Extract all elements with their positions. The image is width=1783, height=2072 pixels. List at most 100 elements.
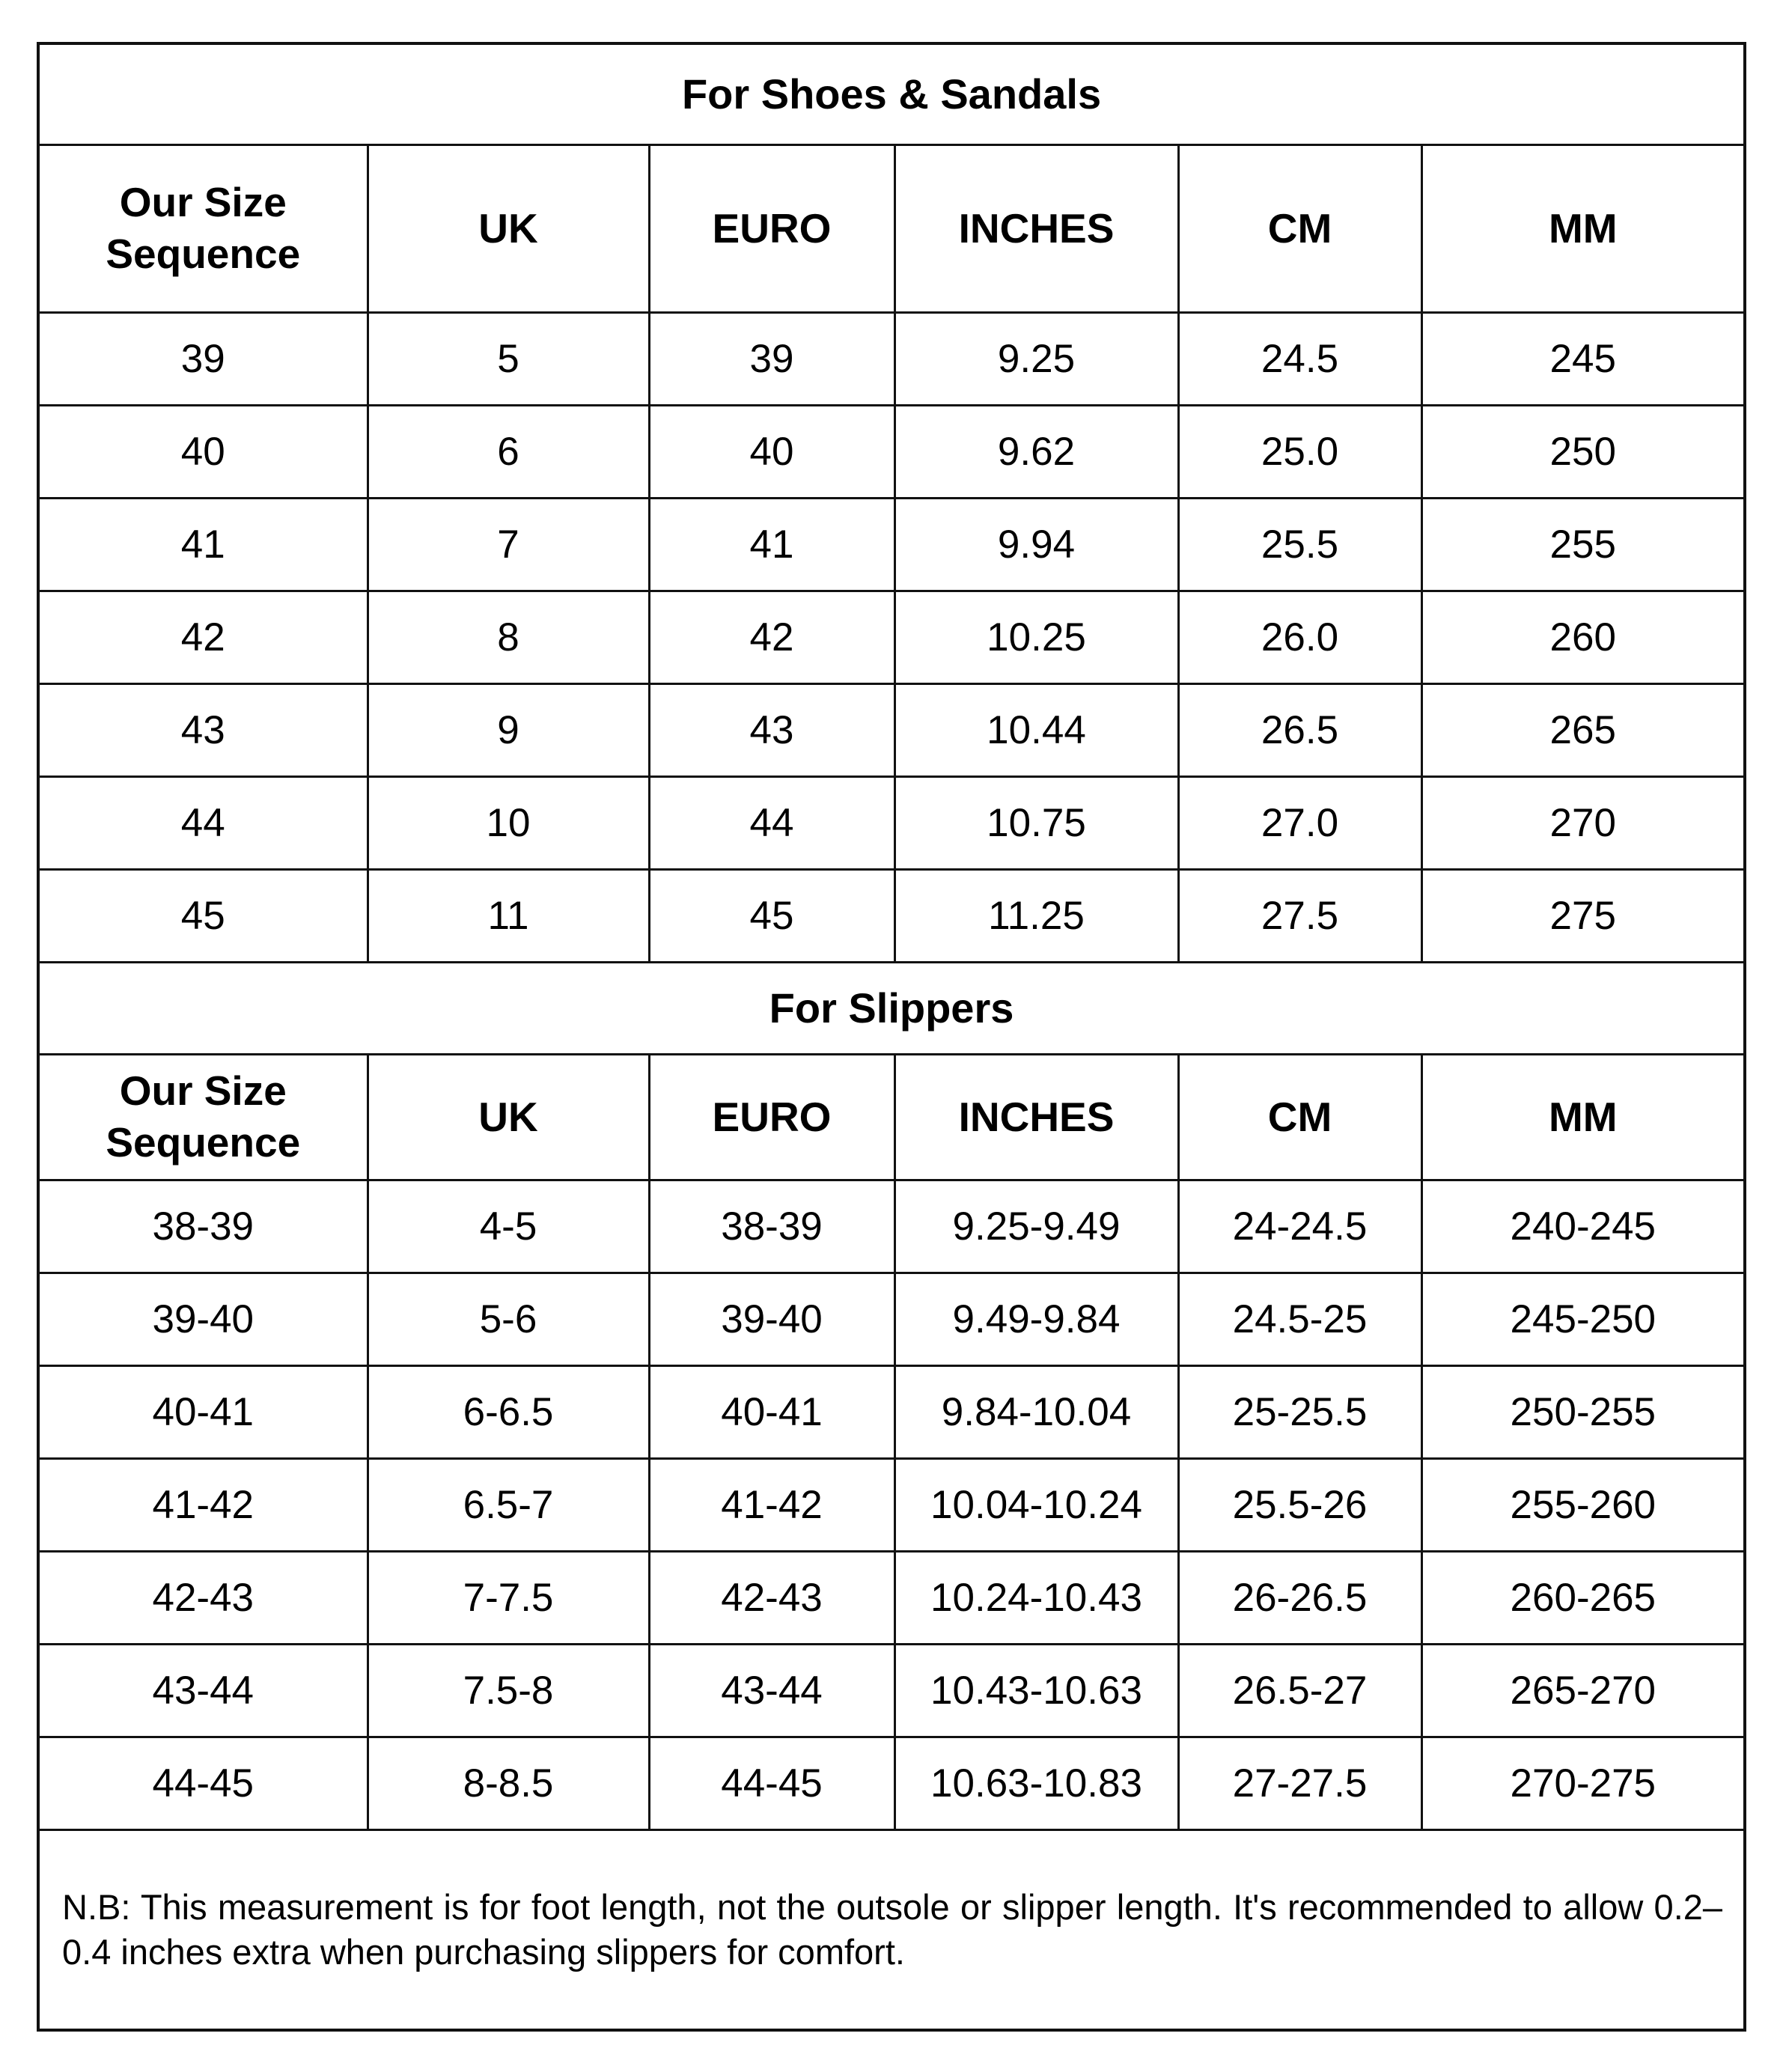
table-cell: 26.5-27 [1177, 1642, 1423, 1738]
table-cell: 10.43-10.63 [893, 1642, 1180, 1738]
table-cell: 4-5 [366, 1178, 650, 1274]
table-cell: 8 [366, 589, 650, 685]
table-cell: 9.84-10.04 [893, 1364, 1180, 1460]
table-cell: 10.63-10.83 [893, 1735, 1180, 1831]
table-cell: 9.25 [893, 311, 1180, 406]
table-cell: 270 [1420, 775, 1746, 871]
column-header: CM [1177, 143, 1423, 314]
table-cell: 43 [647, 682, 896, 778]
table-cell: 44-45 [37, 1735, 369, 1831]
table-cell: 9.94 [893, 496, 1180, 592]
table-row: 43 9 43 10.44 26.5 265 [37, 682, 1746, 778]
table-cell: 40-41 [647, 1364, 896, 1460]
table-row: 42 8 42 10.25 26.0 260 [37, 589, 1746, 685]
table-cell: 41 [37, 496, 369, 592]
table-cell: 25.5 [1177, 496, 1423, 592]
table-cell: 10.24-10.43 [893, 1550, 1180, 1645]
table-row: 42-43 7-7.5 42-43 10.24-10.43 26-26.5 260-265 [37, 1550, 1746, 1645]
table-cell: 6.5-7 [366, 1457, 650, 1553]
table-cell: 11.25 [893, 868, 1180, 963]
table-cell: 9.49-9.84 [893, 1271, 1180, 1367]
table-cell: 41-42 [647, 1457, 896, 1553]
table-cell: 10 [366, 775, 650, 871]
table-cell: 5-6 [366, 1271, 650, 1367]
table-cell: 10.75 [893, 775, 1180, 871]
table-cell: 10.44 [893, 682, 1180, 778]
column-header: Our Size Sequence [37, 143, 369, 314]
table-cell: 255-260 [1420, 1457, 1746, 1553]
table-cell: 44 [37, 775, 369, 871]
table-cell: 9.25-9.49 [893, 1178, 1180, 1274]
table-cell: 10.04-10.24 [893, 1457, 1180, 1553]
table-row: 39-40 5-6 39-40 9.49-9.84 24.5-25 245-250 [37, 1271, 1746, 1367]
table-cell: 26-26.5 [1177, 1550, 1423, 1645]
table-cell: 25-25.5 [1177, 1364, 1423, 1460]
table-cell: 250-255 [1420, 1364, 1746, 1460]
table-cell: 27.0 [1177, 775, 1423, 871]
table-cell: 42-43 [37, 1550, 369, 1645]
table-cell: 42 [647, 589, 896, 685]
table-cell: 24.5-25 [1177, 1271, 1423, 1367]
table-cell: 9.62 [893, 403, 1180, 499]
table-cell: 5 [366, 311, 650, 406]
table-cell: 7.5-8 [366, 1642, 650, 1738]
slippers-section-title-row: For Slippers [37, 960, 1746, 1055]
table-cell: 27-27.5 [1177, 1735, 1423, 1831]
table-row: 41 7 41 9.94 25.5 255 [37, 496, 1746, 592]
table-row: 40-41 6-6.5 40-41 9.84-10.04 25-25.5 250-255 [37, 1364, 1746, 1460]
table-cell: 39-40 [37, 1271, 369, 1367]
column-header: MM [1420, 143, 1746, 314]
table-cell: 255 [1420, 496, 1746, 592]
table-row: 39 5 39 9.25 24.5 245 [37, 311, 1746, 406]
table-cell: 38-39 [37, 1178, 369, 1274]
table-cell: 6-6.5 [366, 1364, 650, 1460]
column-header: UK [366, 143, 650, 314]
table-cell: 39-40 [647, 1271, 896, 1367]
table-cell: 245-250 [1420, 1271, 1746, 1367]
shoes-section-title-row: For Shoes & Sandals [37, 42, 1746, 146]
note-row: N.B: This measurement is for foot length… [37, 1828, 1746, 2032]
table-row: 38-39 4-5 38-39 9.25-9.49 24-24.5 240-245 [37, 1178, 1746, 1274]
column-header: Our Size Sequence [37, 1052, 369, 1181]
table-cell: 43 [37, 682, 369, 778]
column-header: INCHES [893, 1052, 1180, 1181]
column-header: UK [366, 1052, 650, 1181]
shoes-header-row: Our Size Sequence UK EURO INCHES CM MM [37, 143, 1746, 314]
table-cell: 40-41 [37, 1364, 369, 1460]
table-cell: 44-45 [647, 1735, 896, 1831]
table-cell: 24-24.5 [1177, 1178, 1423, 1274]
column-header: EURO [647, 143, 896, 314]
table-cell: 9 [366, 682, 650, 778]
column-header: EURO [647, 1052, 896, 1181]
table-cell: 26.0 [1177, 589, 1423, 685]
table-row: 45 11 45 11.25 27.5 275 [37, 868, 1746, 963]
table-cell: 45 [37, 868, 369, 963]
table-cell: 39 [37, 311, 369, 406]
column-header: MM [1420, 1052, 1746, 1181]
column-header: CM [1177, 1052, 1423, 1181]
table-cell: 27.5 [1177, 868, 1423, 963]
table-cell: 38-39 [647, 1178, 896, 1274]
table-cell: 42-43 [647, 1550, 896, 1645]
table-cell: 26.5 [1177, 682, 1423, 778]
table-cell: 8-8.5 [366, 1735, 650, 1831]
table-cell: 40 [37, 403, 369, 499]
table-cell: 25.0 [1177, 403, 1423, 499]
table-cell: 250 [1420, 403, 1746, 499]
table-cell: 41 [647, 496, 896, 592]
column-header: INCHES [893, 143, 1180, 314]
table-row: 41-42 6.5-7 41-42 10.04-10.24 25.5-26 255-260 [37, 1457, 1746, 1553]
table-cell: 11 [366, 868, 650, 963]
table-cell: 45 [647, 868, 896, 963]
table-cell: 40 [647, 403, 896, 499]
table-cell: 265 [1420, 682, 1746, 778]
table-cell: 44 [647, 775, 896, 871]
table-cell: 260-265 [1420, 1550, 1746, 1645]
table-row: 40 6 40 9.62 25.0 250 [37, 403, 1746, 499]
table-cell: 42 [37, 589, 369, 685]
table-cell: 7-7.5 [366, 1550, 650, 1645]
table-cell: 41-42 [37, 1457, 369, 1553]
table-cell: 6 [366, 403, 650, 499]
table-cell: 24.5 [1177, 311, 1423, 406]
table-cell: 265-270 [1420, 1642, 1746, 1738]
